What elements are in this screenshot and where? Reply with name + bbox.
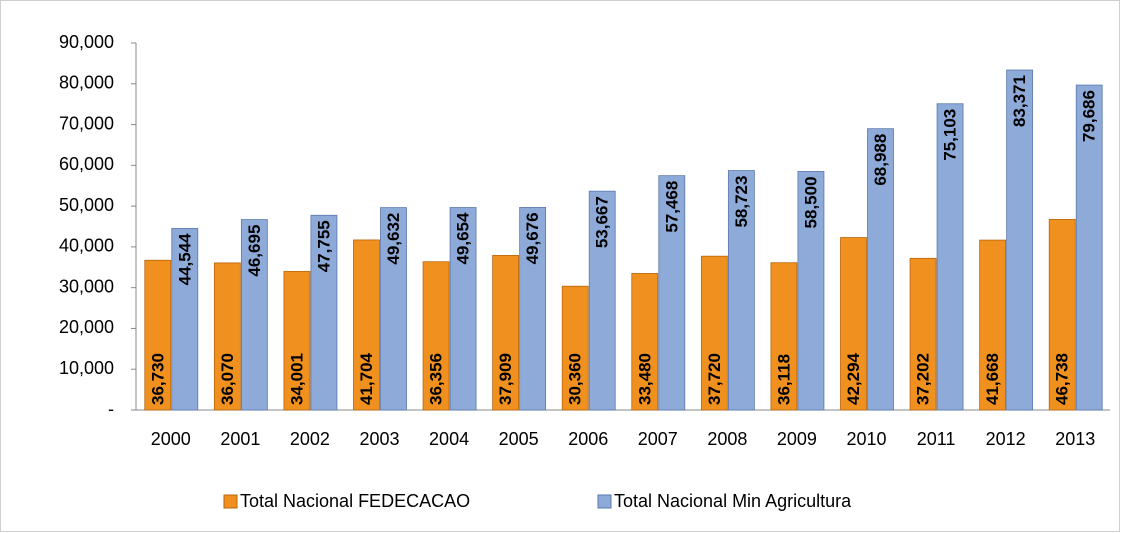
value-label: 53,667 — [593, 196, 612, 248]
bar — [144, 259, 172, 411]
y-tick-label: 70,000 — [59, 113, 114, 133]
value-label: 42,294 — [844, 352, 863, 405]
legend-label: Total Nacional FEDECACAO — [240, 491, 470, 511]
bar — [422, 261, 450, 411]
bar — [449, 207, 477, 411]
value-label: 36,070 — [218, 353, 237, 405]
bar — [1075, 84, 1103, 411]
x-tick-label: 2004 — [429, 429, 469, 449]
value-label: 58,723 — [732, 176, 751, 228]
x-tick-label: 2007 — [638, 429, 678, 449]
legend-label: Total Nacional Min Agricultura — [614, 491, 852, 511]
value-label: 41,704 — [357, 352, 376, 405]
y-tick-label: 90,000 — [59, 32, 114, 52]
value-label: 49,654 — [454, 212, 473, 265]
bar — [727, 170, 755, 411]
bar — [631, 273, 659, 411]
y-tick-label: - — [108, 399, 114, 419]
bar — [283, 270, 311, 411]
value-label: 34,001 — [287, 353, 306, 405]
x-tick-label: 2008 — [707, 429, 747, 449]
bar — [1006, 69, 1034, 411]
x-tick-label: 2006 — [568, 429, 608, 449]
value-label: 33,480 — [635, 353, 654, 405]
value-label: 44,544 — [175, 233, 194, 286]
bar — [353, 239, 380, 411]
bar — [909, 257, 937, 411]
value-label: 83,371 — [1010, 75, 1029, 127]
bar — [797, 171, 825, 411]
bar — [658, 175, 686, 411]
bar — [770, 262, 798, 411]
bar — [588, 190, 616, 411]
value-label: 46,738 — [1053, 353, 1072, 405]
x-tick-label: 2001 — [220, 429, 260, 449]
x-tick-label: 2009 — [777, 429, 817, 449]
legend-swatch — [223, 494, 238, 509]
value-label: 49,676 — [523, 212, 542, 264]
x-tick-label: 2012 — [986, 429, 1026, 449]
bar — [213, 262, 241, 411]
x-tick-label: 2000 — [151, 429, 191, 449]
x-tick-label: 2003 — [359, 429, 399, 449]
value-label: 37,720 — [705, 353, 724, 405]
bar — [700, 255, 728, 411]
value-label: 37,202 — [914, 353, 933, 405]
value-label: 75,103 — [941, 109, 960, 161]
legend-swatch — [597, 494, 612, 509]
bar — [840, 237, 867, 411]
bar — [380, 207, 407, 411]
bar — [1048, 219, 1076, 411]
value-label: 49,632 — [384, 213, 403, 265]
y-tick-label: 30,000 — [59, 276, 114, 296]
y-tick-label: 20,000 — [59, 317, 114, 337]
value-label: 58,500 — [801, 176, 820, 228]
y-tick-label: 40,000 — [59, 236, 114, 256]
value-label: 46,695 — [245, 225, 264, 277]
value-label: 36,118 — [774, 354, 793, 405]
bar — [171, 227, 199, 411]
value-label: 36,356 — [427, 353, 446, 405]
value-label: 57,468 — [662, 181, 681, 233]
bar — [936, 103, 964, 411]
value-label: 68,988 — [871, 134, 890, 186]
x-tick-label: 2002 — [290, 429, 330, 449]
x-tick-label: 2013 — [1055, 429, 1095, 449]
bar — [240, 219, 268, 411]
bar — [310, 214, 338, 411]
bar — [492, 255, 520, 411]
y-tick-label: 10,000 — [59, 358, 114, 378]
y-tick-label: 80,000 — [59, 73, 114, 93]
bar — [979, 239, 1007, 411]
value-label: 79,686 — [1080, 90, 1099, 142]
bar — [867, 128, 894, 411]
bar — [519, 207, 547, 411]
x-tick-label: 2005 — [499, 429, 539, 449]
value-label: 37,909 — [496, 353, 515, 405]
value-label: 41,668 — [983, 353, 1002, 405]
value-label: 47,755 — [314, 220, 333, 272]
x-tick-label: 2011 — [917, 429, 956, 449]
x-tick-label: 2010 — [846, 429, 886, 449]
value-label: 30,360 — [566, 353, 585, 405]
value-label: 36,730 — [148, 353, 167, 405]
y-tick-label: 60,000 — [59, 154, 114, 174]
y-tick-label: 50,000 — [59, 195, 114, 215]
bar — [561, 285, 589, 411]
